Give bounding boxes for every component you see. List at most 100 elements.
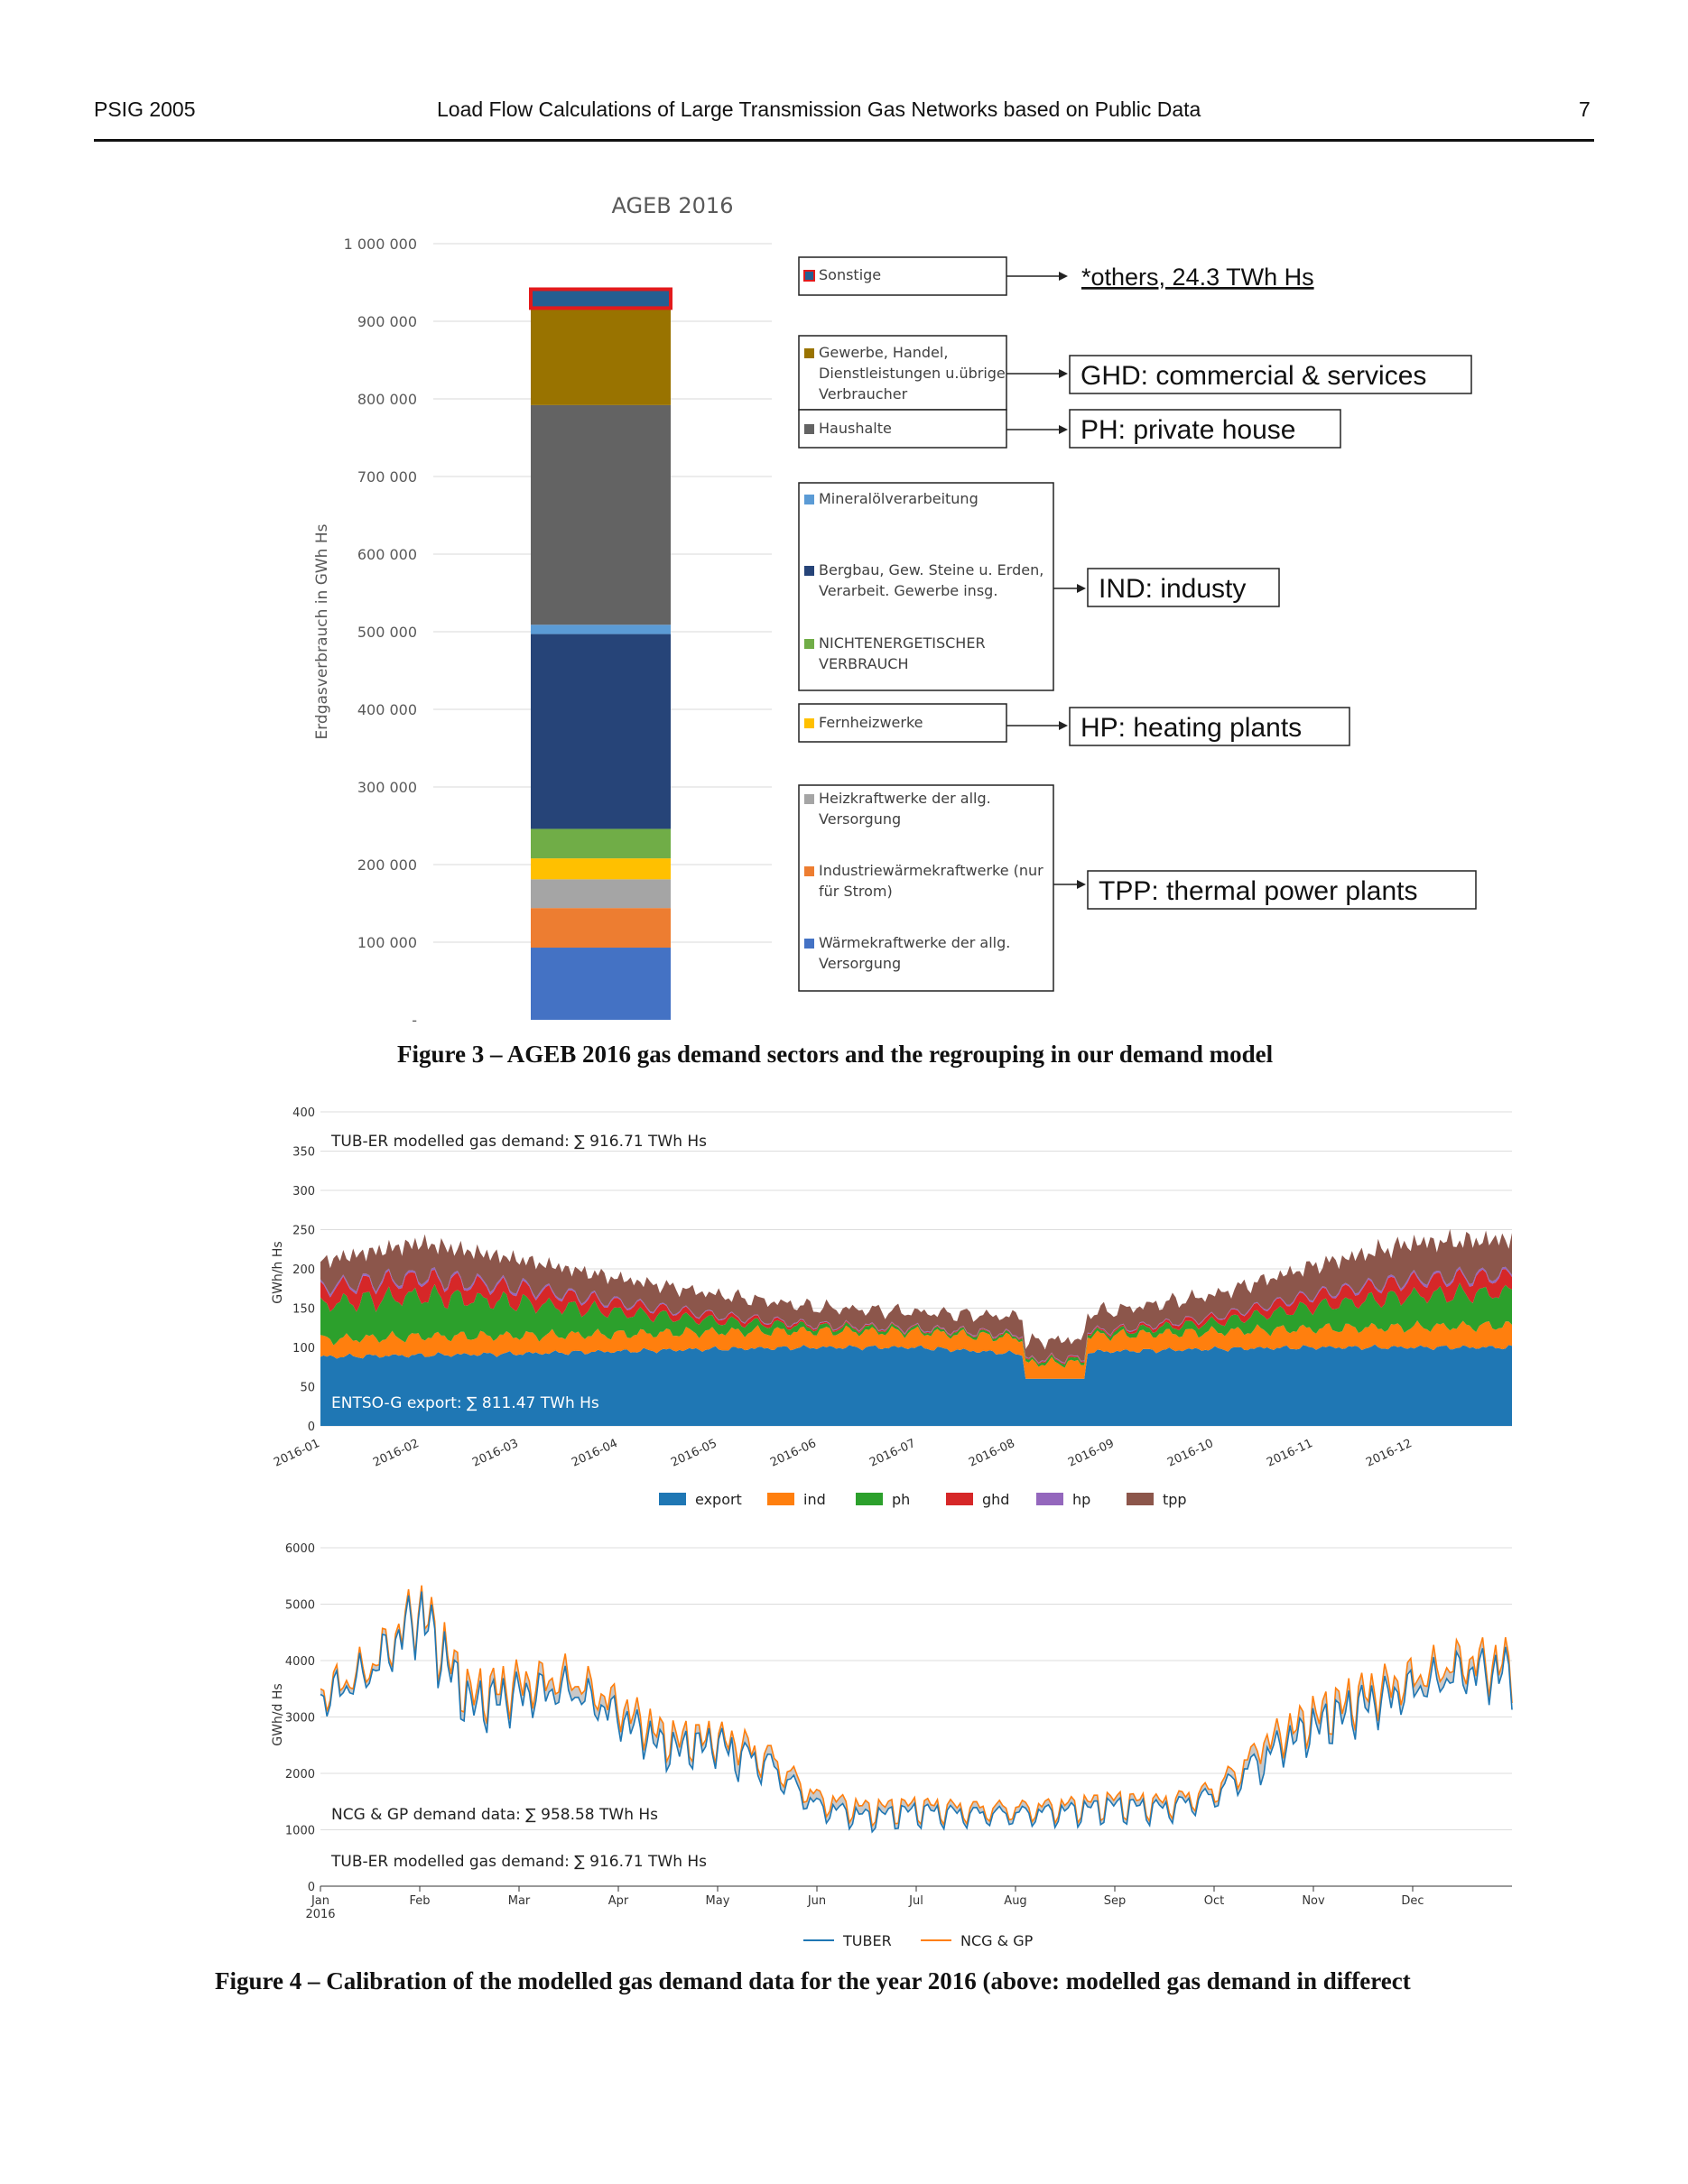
legend-label: NCG & GP (960, 1932, 1034, 1949)
header-left: PSIG 2005 (94, 97, 196, 121)
x-tick-label: Sep (1104, 1894, 1127, 1908)
figure-4-area-chart: 0 50 100 150 200 250 300 350 400 GWh/h Hs 2016-01 2… (271, 1106, 1512, 1508)
bar-segment (531, 289, 671, 309)
legend-label: Gewerbe, Handel, (819, 344, 948, 361)
legend-box (798, 335, 1007, 411)
legend-label: Bergbau, Gew. Steine u. Erden, (819, 561, 1043, 578)
legend-label: Heizkraftwerke der allg. (819, 790, 991, 807)
y-tick-label: 250 (292, 1225, 315, 1238)
group-arrowhead (1059, 369, 1068, 378)
bar-segment (531, 908, 671, 949)
area-tpp (320, 1228, 1512, 1363)
annotation-export: ENTSO-G export: ∑ 811.47 TWh Hs (331, 1394, 599, 1412)
y-axis-label: GWh/h Hs (271, 1241, 285, 1303)
x-tick-label: May (706, 1894, 730, 1908)
legend-label: VERBRAUCH (819, 655, 908, 672)
legend-label: Wärmekraftwerke der allg. (819, 934, 1010, 951)
legend-label: Mineralölverarbeitung (819, 490, 978, 507)
x-tick-label: 2016-04 (570, 1437, 620, 1470)
x-tick-label: Oct (1204, 1894, 1224, 1908)
x-tick-label: 2016-03 (470, 1437, 521, 1470)
legend-label: tpp (1163, 1491, 1187, 1508)
x-tick-label: Feb (409, 1894, 430, 1908)
legend-swatch (804, 866, 814, 876)
legend-label: TUBER (842, 1932, 892, 1949)
x-tick-label: 2016 (305, 1908, 335, 1921)
x-tick-label: 2016-07 (867, 1437, 918, 1470)
y-tick-label: 300 (292, 1185, 315, 1198)
group-box (1087, 568, 1280, 607)
x-tick-label: Jun (807, 1894, 826, 1908)
area-ph (320, 1282, 1512, 1368)
area-ind (320, 1320, 1512, 1379)
legend-label: export (695, 1491, 742, 1508)
highlight-box (529, 287, 672, 310)
legend-label: Fernheizwerke (819, 714, 923, 731)
legend-box (798, 703, 1007, 743)
group-box (1069, 409, 1341, 449)
legend-label: Versorgung (819, 955, 901, 972)
legend-label: ghd (982, 1491, 1009, 1508)
y-tick-label: 900 000 (357, 313, 417, 330)
y-tick-label: 1 000 000 (344, 236, 417, 253)
bar-segment (531, 828, 671, 859)
y-axis-label: Erdgasverbrauch in GWh Hs (313, 523, 331, 739)
legend-swatch (1127, 1493, 1154, 1505)
legend-swatch (804, 566, 814, 576)
group-label: GHD: commercial & services (1081, 361, 1426, 391)
x-tick-label: 2016-12 (1364, 1437, 1414, 1470)
y-tick-label: 300 000 (357, 779, 417, 796)
x-tick-label: Mar (508, 1894, 531, 1908)
difference-area (320, 1585, 1512, 1832)
y-tick-label: 400 (292, 1106, 315, 1120)
group-arrowhead (1059, 425, 1068, 434)
y-tick-label: 2000 (285, 1768, 315, 1781)
legend-label: für Strom) (819, 883, 893, 900)
legend-swatch (804, 348, 814, 358)
legend-swatch (804, 939, 814, 949)
y-tick-label: 4000 (285, 1655, 315, 1669)
legend-label: hp (1072, 1491, 1090, 1508)
x-tick-label: 2016-02 (371, 1437, 422, 1470)
legend-swatch (946, 1493, 973, 1505)
x-tick-label: 2016-08 (967, 1437, 1017, 1470)
x-tick-label: 2016-01 (272, 1437, 322, 1470)
y-tick-label: 150 (292, 1303, 315, 1317)
group-box (1087, 870, 1477, 910)
header-rule (94, 139, 1594, 142)
legend-swatch (856, 1493, 883, 1505)
y-tick-label: 400 000 (357, 701, 417, 718)
header-title: Load Flow Calculations of Large Transmis… (437, 97, 1201, 121)
area-export (320, 1344, 1512, 1426)
group-arrowhead (1077, 584, 1086, 593)
x-tick-label: Jul (908, 1894, 923, 1908)
legend-label: ph (892, 1491, 910, 1508)
legend-label: ind (803, 1491, 826, 1508)
bar-segment (531, 404, 671, 625)
legend-swatch (767, 1493, 794, 1505)
figure-3-chart: AGEB 2016 - 100 000 200 000 300 000 400 000 50… (313, 193, 1477, 1029)
legend-label: Sonstige (819, 266, 881, 283)
legend-box (798, 409, 1007, 449)
legend-label: Haushalte (819, 420, 892, 437)
bar-segment (531, 879, 671, 909)
x-tick-label: Dec (1401, 1894, 1424, 1908)
y-tick-label: 0 (308, 1881, 315, 1894)
y-tick-label: 100 000 (357, 934, 417, 951)
y-tick-label: 500 000 (357, 624, 417, 641)
group-arrowhead (1059, 721, 1068, 730)
y-tick-label: 3000 (285, 1712, 315, 1726)
group-arrowhead (1059, 272, 1068, 281)
x-tick-label: Jan (311, 1894, 329, 1908)
y-tick-label: 800 000 (357, 391, 417, 408)
y-tick-label: - (412, 1012, 417, 1029)
legend-swatch (804, 424, 814, 434)
group-label: IND: industy (1099, 574, 1246, 604)
area-ghd (320, 1269, 1512, 1365)
y-tick-label: 0 (308, 1421, 315, 1434)
legend-box (798, 256, 1007, 296)
annotation-ncg: NCG & GP demand data: ∑ 958.58 TWh Hs (331, 1806, 658, 1824)
y-tick-label: 100 (292, 1342, 315, 1356)
y-tick-label: 350 (292, 1146, 315, 1160)
x-tick-label: 2016-10 (1165, 1437, 1216, 1470)
